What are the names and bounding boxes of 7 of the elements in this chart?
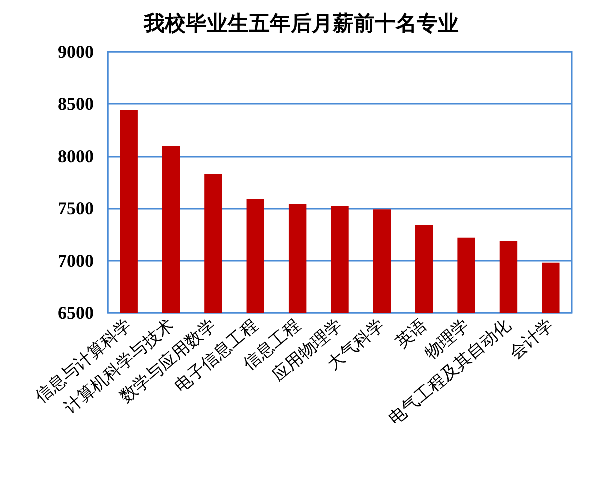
y-tick-label: 8500 — [58, 94, 94, 114]
y-tick-label: 9000 — [58, 42, 94, 62]
y-tick-label: 7500 — [58, 198, 94, 219]
y-tick-label: 6500 — [58, 303, 94, 323]
y-tick-label: 8000 — [58, 146, 94, 166]
y-tick-label: 7000 — [58, 250, 94, 271]
chart-title: 我校毕业生五年后月薪前十名专业 — [143, 12, 459, 36]
